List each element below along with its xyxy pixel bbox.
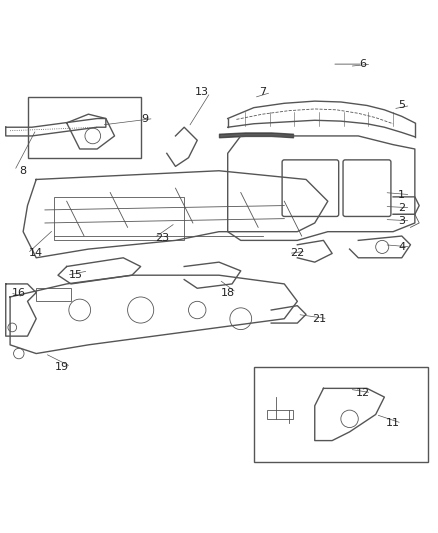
Text: 4: 4 [398, 242, 405, 252]
Text: 9: 9 [141, 114, 148, 124]
Text: 14: 14 [29, 248, 43, 259]
Bar [36, 288, 71, 301]
Text: 21: 21 [312, 314, 326, 324]
Text: 23: 23 [155, 233, 170, 243]
Text: 5: 5 [398, 100, 405, 110]
Text: 11: 11 [386, 418, 400, 428]
Text: 19: 19 [55, 361, 69, 372]
Text: 16: 16 [12, 288, 26, 297]
Text: 13: 13 [194, 87, 208, 98]
Text: 18: 18 [221, 288, 235, 297]
Text: 3: 3 [398, 216, 405, 226]
Text: 7: 7 [259, 87, 266, 98]
Text: 6: 6 [359, 59, 366, 69]
Text: 8: 8 [20, 166, 27, 176]
Text: 15: 15 [68, 270, 82, 280]
Text: 22: 22 [290, 248, 304, 259]
Bar [254, 367, 428, 462]
Text: 12: 12 [356, 387, 370, 398]
Text: 2: 2 [398, 203, 405, 213]
Bar [53, 197, 184, 240]
Bar [267, 410, 293, 419]
Text: 1: 1 [398, 190, 405, 200]
Bar [28, 97, 141, 158]
